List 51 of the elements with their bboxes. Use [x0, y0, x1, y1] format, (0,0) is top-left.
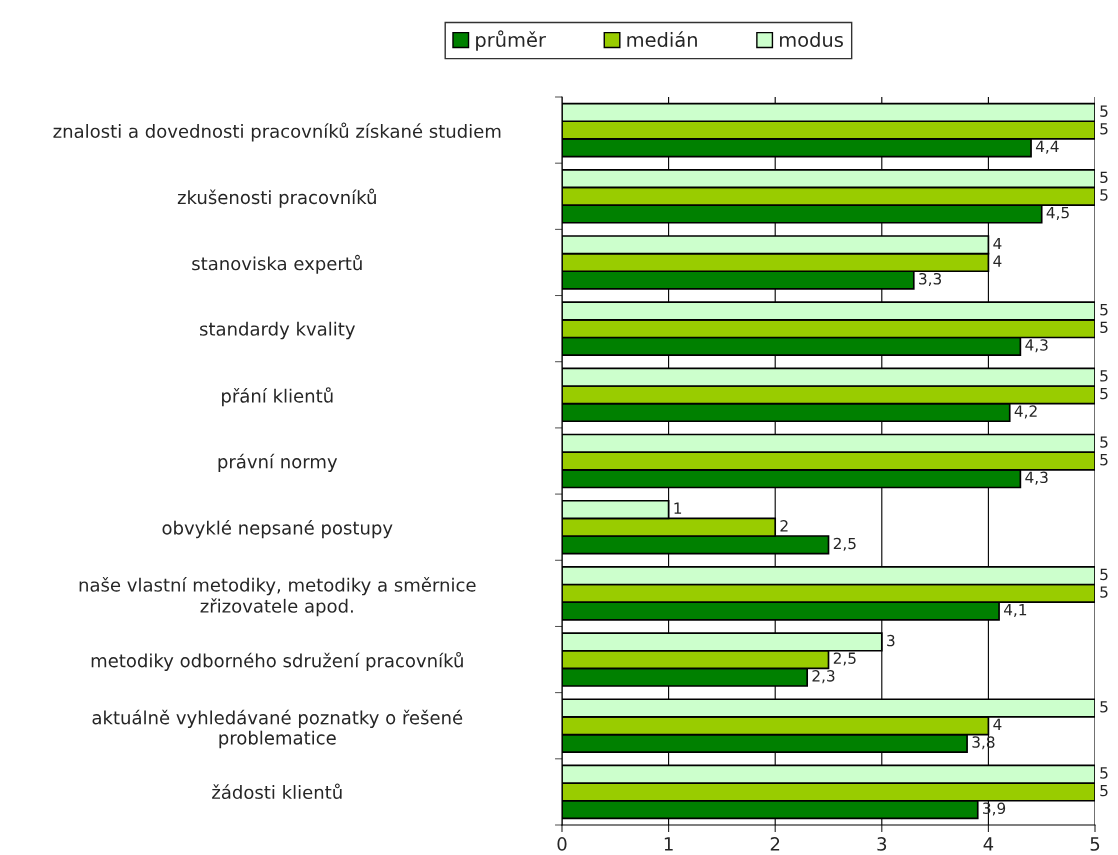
y-tick-label: obvyklé nepsané postupy — [162, 519, 393, 539]
data-label: 5 — [1100, 767, 1108, 779]
data-label: 5 — [1100, 370, 1108, 382]
data-label: 4 — [993, 237, 1002, 250]
data-label: 1 — [674, 502, 682, 514]
data-label: 5 — [1100, 454, 1108, 466]
y-tick-label: právní normy — [218, 453, 338, 472]
data-label: 5 — [1100, 784, 1108, 797]
y-tick-label: zkušenosti pracovníků — [177, 188, 376, 208]
data-label: 3 — [887, 634, 895, 647]
x-tick-label: 2 — [770, 837, 780, 851]
data-label: 4 — [993, 718, 1002, 730]
x-tick-label: 0 — [557, 837, 567, 851]
x-tick-label: 1 — [664, 837, 673, 851]
legend-label: medián — [627, 31, 697, 48]
data-label: 5 — [1100, 321, 1108, 334]
data-label: 4,5 — [1046, 207, 1069, 220]
data-label: 4,3 — [1025, 471, 1048, 485]
legend-label: modus — [780, 32, 843, 48]
x-tick-label: 5 — [1090, 837, 1100, 851]
data-label: 5 — [1100, 123, 1108, 135]
y-tick-label: přání klientů — [222, 387, 333, 407]
data-label: 5 — [1100, 304, 1108, 316]
data-label: 2,5 — [833, 537, 856, 551]
data-label: 5 — [1100, 586, 1108, 598]
x-tick-label: 4 — [983, 837, 994, 851]
y-tick-label: metodiky odborného sdružení pracovníků — [91, 651, 463, 671]
data-label: 5 — [1100, 701, 1108, 713]
data-label: 4,4 — [1035, 140, 1059, 154]
x-tick-label: 3 — [877, 837, 887, 851]
data-label: 2,5 — [833, 652, 856, 666]
data-label: 4,3 — [1025, 339, 1048, 353]
data-label: 5 — [1100, 105, 1108, 117]
data-label: 4,2 — [1014, 405, 1037, 419]
data-label: 5 — [1100, 189, 1108, 201]
y-tick-label: znalosti a dovednosti pracovníků získané studiem — [53, 122, 501, 142]
y-tick-label: stanoviska expertů — [192, 254, 362, 274]
data-label: 5 — [1100, 387, 1108, 400]
data-label: 2,3 — [812, 670, 835, 684]
y-tick-label: aktuálně vyhledávané poznatky o řešené problematice — [92, 709, 463, 749]
data-label: 4 — [993, 255, 1002, 267]
data-label: 5 — [1100, 568, 1108, 581]
y-tick-label: naše vlastní metodiky, metodiky a směrnice zřizovatele apod. — [79, 577, 476, 617]
data-label: 5 — [1100, 171, 1108, 184]
data-label: 5 — [1100, 436, 1108, 448]
legend-label: průměr — [476, 30, 546, 51]
y-tick-label: žádosti klientů — [212, 783, 342, 800]
y-tick-label: standardy kvality — [200, 321, 355, 340]
data-label: 2 — [780, 520, 788, 532]
data-label: 4,1 — [1003, 604, 1027, 617]
data-label: 3,3 — [919, 272, 942, 287]
